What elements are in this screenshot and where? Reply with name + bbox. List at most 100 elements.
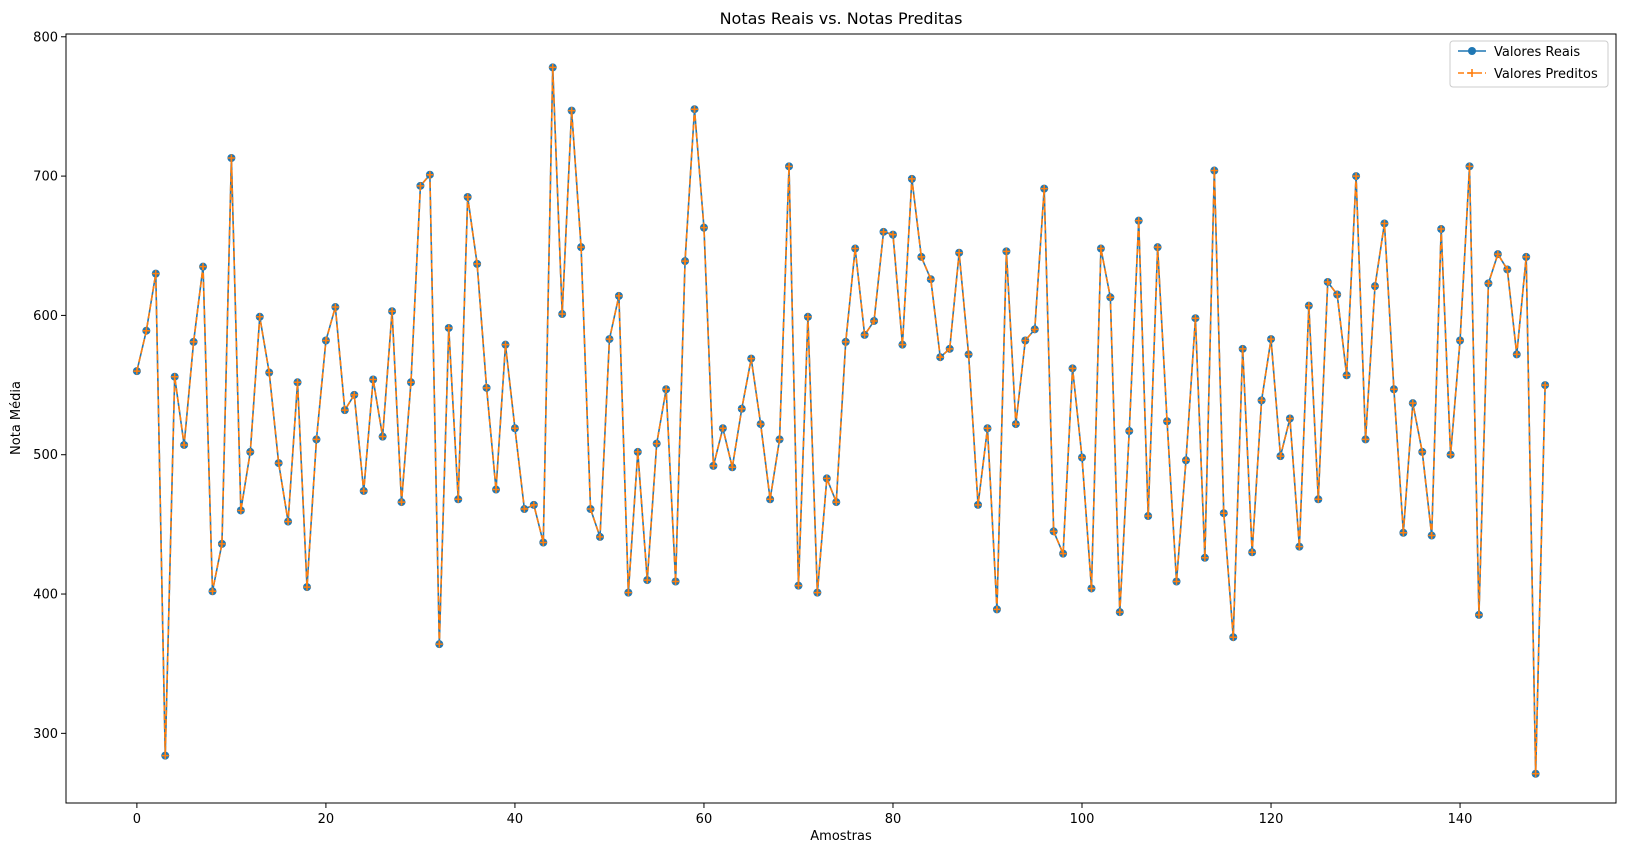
data-point-pred — [180, 441, 188, 449]
data-point-pred — [1125, 427, 1133, 435]
data-point-pred — [416, 182, 424, 190]
data-point-pred — [227, 154, 235, 162]
data-point-pred — [587, 505, 595, 513]
data-point-pred — [1380, 219, 1388, 227]
data-point-pred — [908, 175, 916, 183]
data-point-pred — [454, 495, 462, 503]
x-tick-label: 140 — [1448, 812, 1473, 827]
data-point-pred — [1135, 217, 1143, 225]
data-point-pred — [653, 440, 661, 448]
y-tick-label: 300 — [33, 727, 58, 742]
data-point-pred — [1362, 435, 1370, 443]
data-point-pred — [1239, 345, 1247, 353]
data-point-pred — [917, 253, 925, 261]
data-point-pred — [265, 369, 273, 377]
data-point-pred — [1541, 381, 1549, 389]
data-point-pred — [1428, 532, 1436, 540]
data-point-pred — [1106, 293, 1114, 301]
data-point-pred — [208, 587, 216, 595]
data-point-pred — [842, 338, 850, 346]
data-point-pred — [1021, 336, 1029, 344]
data-point-pred — [369, 375, 377, 383]
data-point-pred — [927, 275, 935, 283]
data-point-pred — [558, 310, 566, 318]
data-point-pred — [1267, 335, 1275, 343]
data-point-pred — [445, 324, 453, 332]
data-point-pred — [1154, 243, 1162, 251]
data-point-pred — [1087, 584, 1095, 592]
data-point-pred — [152, 270, 160, 278]
data-point-pred — [880, 228, 888, 236]
data-point-pred — [596, 533, 604, 541]
data-point-pred — [284, 518, 292, 526]
data-point-pred — [870, 317, 878, 325]
data-point-pred — [1390, 385, 1398, 393]
data-point-pred — [719, 424, 727, 432]
y-tick-label: 500 — [33, 448, 58, 463]
x-tick-label: 20 — [318, 812, 335, 827]
data-point-pred — [1324, 278, 1332, 286]
data-point-pred — [936, 353, 944, 361]
data-point-pred — [681, 257, 689, 265]
data-point-pred — [1201, 554, 1209, 562]
data-point-pred — [360, 487, 368, 495]
data-point-pred — [794, 582, 802, 590]
x-axis-label: Amostras — [810, 829, 872, 844]
data-point-pred — [577, 243, 585, 251]
data-point-pred — [861, 331, 869, 339]
data-point-pred — [1031, 325, 1039, 333]
x-tick-label: 40 — [507, 812, 524, 827]
legend-pred-label: Valores Preditos — [1494, 67, 1598, 82]
data-point-pred — [1475, 611, 1483, 619]
data-point-pred — [398, 498, 406, 506]
data-point-pred — [1513, 350, 1521, 358]
y-tick-label: 400 — [33, 588, 58, 603]
data-point-pred — [1456, 336, 1464, 344]
data-point-pred — [823, 474, 831, 482]
data-point-pred — [133, 367, 141, 375]
data-point-pred — [435, 640, 443, 648]
data-point-pred — [388, 307, 396, 315]
legend-box — [1449, 40, 1609, 88]
data-point-pred — [1144, 512, 1152, 520]
data-point-pred — [946, 345, 954, 353]
legend-real-label: Valores Reais — [1494, 45, 1580, 60]
data-point-pred — [1494, 250, 1502, 258]
data-point-pred — [1418, 448, 1426, 456]
data-point-pred — [1352, 172, 1360, 180]
y-axis-label: Nota Média — [9, 381, 24, 455]
data-point-pred — [993, 605, 1001, 613]
data-point-pred — [1182, 456, 1190, 464]
data-point-pred — [1002, 247, 1010, 255]
data-point-pred — [832, 498, 840, 506]
data-point-pred — [1371, 282, 1379, 290]
data-point-pred — [1437, 225, 1445, 233]
plot-frame — [65, 33, 1617, 804]
data-point-pred — [1191, 314, 1199, 322]
data-point-pred — [1295, 543, 1303, 551]
data-point-pred — [624, 589, 632, 597]
data-point-pred — [294, 378, 302, 386]
data-point-pred — [1097, 245, 1105, 253]
data-point-pred — [1173, 577, 1181, 585]
data-point-pred — [473, 260, 481, 268]
data-point-pred — [1116, 608, 1124, 616]
legend-real-marker — [1468, 47, 1476, 55]
x-tick-label: 60 — [696, 812, 713, 827]
data-point-pred — [190, 338, 198, 346]
y-tick-label: 600 — [33, 309, 58, 324]
data-point-pred — [1163, 417, 1171, 425]
data-point-pred — [709, 462, 717, 470]
data-point-pred — [898, 341, 906, 349]
data-point-pred — [1248, 548, 1256, 556]
data-point-pred — [530, 501, 538, 509]
legend: Valores Reais Valores Preditos — [1449, 40, 1609, 88]
data-point-pred — [965, 350, 973, 358]
chart-title: Notas Reais vs. Notas Preditas — [720, 9, 963, 28]
data-point-pred — [1059, 550, 1067, 558]
data-point-pred — [983, 424, 991, 432]
x-tick-label: 100 — [1070, 812, 1095, 827]
y-axis: 300 400 500 600 700 800 — [33, 30, 66, 742]
data-point-pred — [804, 313, 812, 321]
